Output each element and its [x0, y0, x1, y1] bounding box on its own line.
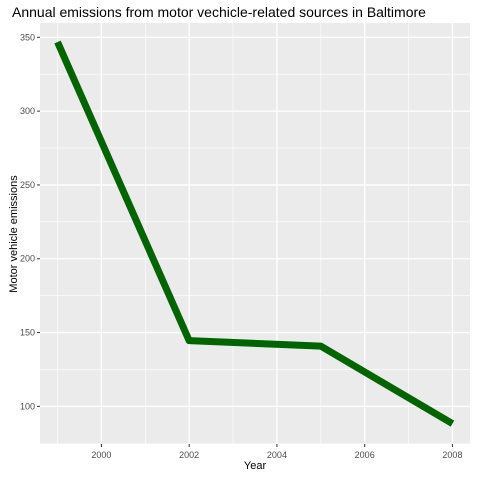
axis-ticks	[37, 36, 453, 447]
y-tick-label: 300	[20, 106, 35, 116]
series-line	[54, 40, 455, 427]
chart-title: Annual emissions from motor vechicle-rel…	[12, 4, 426, 20]
y-tick-label: 150	[20, 328, 35, 338]
y-tick-label: 100	[20, 401, 35, 411]
x-tick-label: 2006	[355, 450, 375, 460]
series-layer	[54, 40, 455, 427]
x-tick-label: 2000	[91, 450, 111, 460]
x-tick-label: 2004	[267, 450, 287, 460]
minor-gridlines	[40, 23, 470, 444]
y-tick-label: 200	[20, 254, 35, 264]
x-tick-label: 2002	[179, 450, 199, 460]
x-tick-label: 2008	[442, 450, 462, 460]
x-axis-title: Year	[243, 460, 267, 472]
y-tick-label: 250	[20, 180, 35, 190]
y-tick-label: 350	[20, 32, 35, 42]
tick-labels: 2000 2002 2004 2006 2008 100 150 200 250 300 350	[20, 32, 462, 460]
plot-panel	[40, 23, 470, 444]
y-axis-title: Motor vehicle emissions	[8, 175, 20, 293]
